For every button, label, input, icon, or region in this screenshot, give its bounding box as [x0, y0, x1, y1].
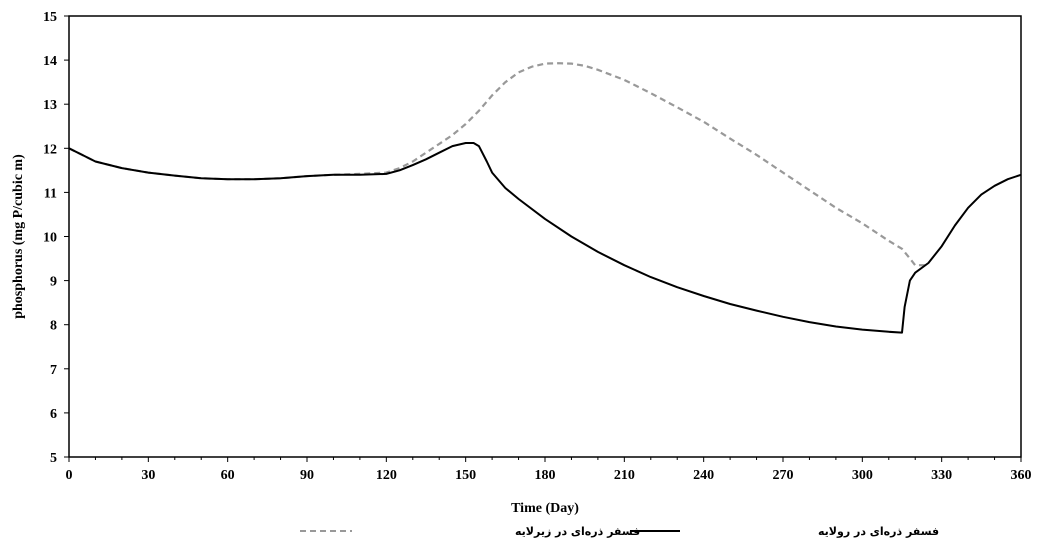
y-tick-label: 9 — [50, 275, 57, 290]
y-tick-label: 10 — [43, 231, 57, 246]
y-tick-label: 14 — [43, 54, 57, 69]
legend-label-1: فسفر ذره‌ای در رولایه — [818, 525, 939, 538]
x-tick-label: 300 — [852, 468, 873, 483]
x-axis: 0 30 60 90 120 150 180 210 240 270 300 330 360 — [66, 457, 1032, 483]
x-axis-title: Time (Day) — [511, 501, 579, 516]
y-axis: 5 6 7 8 9 10 11 12 13 14 15 — [43, 10, 69, 466]
y-tick-label: 12 — [43, 142, 57, 157]
y-tick-label: 15 — [43, 10, 57, 25]
x-tick-label: 360 — [1011, 468, 1032, 483]
x-tick-label: 30 — [141, 468, 155, 483]
x-tick-label: 60 — [221, 468, 235, 483]
y-tick-label: 5 — [50, 451, 57, 466]
x-tick-label: 150 — [455, 468, 476, 483]
x-tick-label: 120 — [376, 468, 397, 483]
y-tick-label: 13 — [43, 98, 57, 113]
x-tick-label: 0 — [66, 468, 73, 483]
y-tick-label: 7 — [50, 363, 57, 378]
x-tick-label: 210 — [614, 468, 635, 483]
legend-label-0: فسفر ذره‌ای در زیرلایه — [515, 525, 640, 538]
x-tick-label: 330 — [931, 468, 952, 483]
y-tick-label: 8 — [50, 319, 57, 334]
x-tick-label: 270 — [773, 468, 794, 483]
x-tick-label: 240 — [693, 468, 714, 483]
y-tick-label: 11 — [44, 186, 57, 201]
y-tick-label: 6 — [50, 407, 57, 422]
legend: فسفر ذره‌ای در زیرلایه فسفر ذره‌ای در رول… — [300, 525, 939, 538]
x-tick-label: 90 — [300, 468, 314, 483]
series-layer — [68, 62, 1022, 334]
y-axis-title: phosphorus (mg P/cubic m) — [11, 154, 26, 319]
series-line-1 — [68, 142, 1022, 334]
x-tick-label: 180 — [535, 468, 556, 483]
